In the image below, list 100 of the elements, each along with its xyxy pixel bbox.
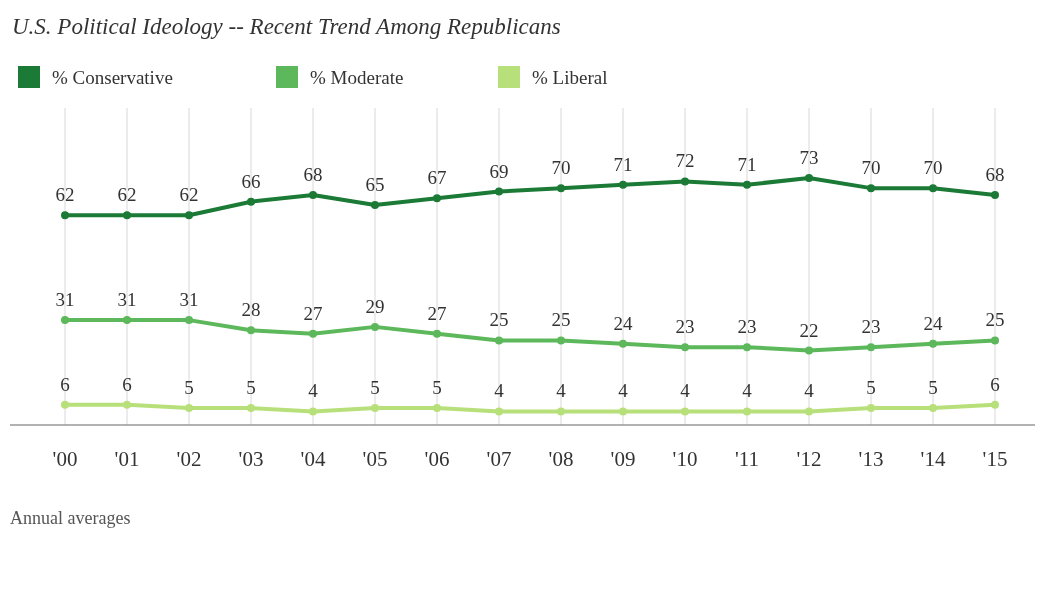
data-label: 68 (303, 163, 323, 185)
data-label: 5 (184, 377, 194, 399)
data-label: 27 (303, 302, 323, 324)
point (619, 180, 627, 189)
data-label: 66 (241, 170, 261, 192)
data-label: 4 (680, 380, 691, 402)
point (681, 177, 689, 186)
point (433, 194, 441, 203)
data-label: 62 (117, 184, 137, 206)
point (743, 407, 751, 416)
point (991, 336, 999, 345)
point (929, 404, 937, 413)
data-label: 24 (613, 312, 633, 334)
data-label: 4 (618, 380, 629, 402)
data-label: 4 (494, 380, 505, 402)
data-label: 62 (55, 184, 75, 206)
legend-label: % Conservative (52, 67, 173, 88)
point (867, 404, 875, 413)
point (371, 404, 379, 413)
data-label: 23 (675, 316, 695, 338)
data-label: 6 (122, 373, 132, 395)
point (743, 343, 751, 352)
x-tick-label: '12 (796, 447, 822, 471)
x-tick-label: '10 (672, 447, 698, 471)
data-label: 25 (985, 309, 1005, 331)
point (867, 343, 875, 352)
data-label: 70 (923, 157, 943, 179)
point (805, 346, 813, 355)
x-tick-label: '14 (920, 447, 946, 471)
data-label: 4 (556, 380, 567, 402)
data-label: 67 (427, 167, 447, 189)
data-label: 5 (432, 377, 442, 399)
data-label: 31 (55, 289, 75, 311)
x-tick-label: '05 (362, 447, 388, 471)
x-tick-label: '07 (486, 447, 512, 471)
data-label: 23 (861, 316, 881, 338)
data-label: 4 (742, 380, 753, 402)
point (371, 201, 379, 210)
point (433, 404, 441, 413)
data-label: 70 (551, 157, 571, 179)
point (557, 184, 565, 193)
point (123, 211, 131, 220)
point (247, 197, 255, 206)
point (247, 326, 255, 335)
data-label: 28 (241, 299, 261, 321)
point (371, 322, 379, 331)
point (867, 184, 875, 193)
point (61, 400, 69, 409)
data-label: 25 (489, 309, 509, 331)
data-label: 5 (928, 377, 938, 399)
point (185, 211, 193, 220)
point (991, 190, 999, 199)
data-label: 27 (427, 302, 447, 324)
point (185, 404, 193, 413)
point (495, 187, 503, 196)
point (681, 407, 689, 416)
point (247, 404, 255, 413)
point (61, 316, 69, 325)
point (743, 180, 751, 189)
data-label: 68 (985, 163, 1005, 185)
point (185, 316, 193, 325)
data-label: 24 (923, 312, 943, 334)
data-label: 31 (179, 289, 199, 311)
x-tick-label: '00 (52, 447, 78, 471)
x-tick-label: '08 (548, 447, 574, 471)
point (619, 339, 627, 348)
point (805, 174, 813, 182)
x-tick-label: '09 (610, 447, 636, 471)
data-label: 29 (365, 295, 385, 317)
point (495, 407, 503, 416)
x-tick-label: '01 (114, 447, 140, 471)
legend-label: % Liberal (532, 67, 608, 88)
data-label: 69 (489, 160, 509, 182)
data-label: 6 (60, 373, 70, 395)
data-label: 31 (117, 289, 137, 311)
point (433, 329, 441, 338)
data-label: 70 (861, 157, 881, 179)
x-tick-label: '03 (238, 447, 264, 471)
point (805, 407, 813, 416)
point (309, 407, 317, 416)
point (557, 407, 565, 416)
point (991, 400, 999, 409)
point (681, 343, 689, 352)
data-label: 25 (551, 309, 571, 331)
point (123, 400, 131, 409)
data-label: 73 (799, 147, 819, 168)
x-tick-label: '13 (858, 447, 884, 471)
point (309, 329, 317, 338)
point (619, 407, 627, 416)
data-label: 5 (866, 377, 876, 399)
text: Annual averages (10, 508, 131, 528)
data-label: 4 (804, 380, 815, 402)
point (495, 336, 503, 345)
x-tick-label: '06 (424, 447, 450, 471)
point (557, 336, 565, 345)
data-label: 22 (799, 319, 819, 341)
data-label: 71 (737, 153, 757, 175)
data-label: 4 (308, 380, 319, 402)
data-label: 5 (246, 377, 256, 399)
data-label: 72 (675, 150, 695, 172)
